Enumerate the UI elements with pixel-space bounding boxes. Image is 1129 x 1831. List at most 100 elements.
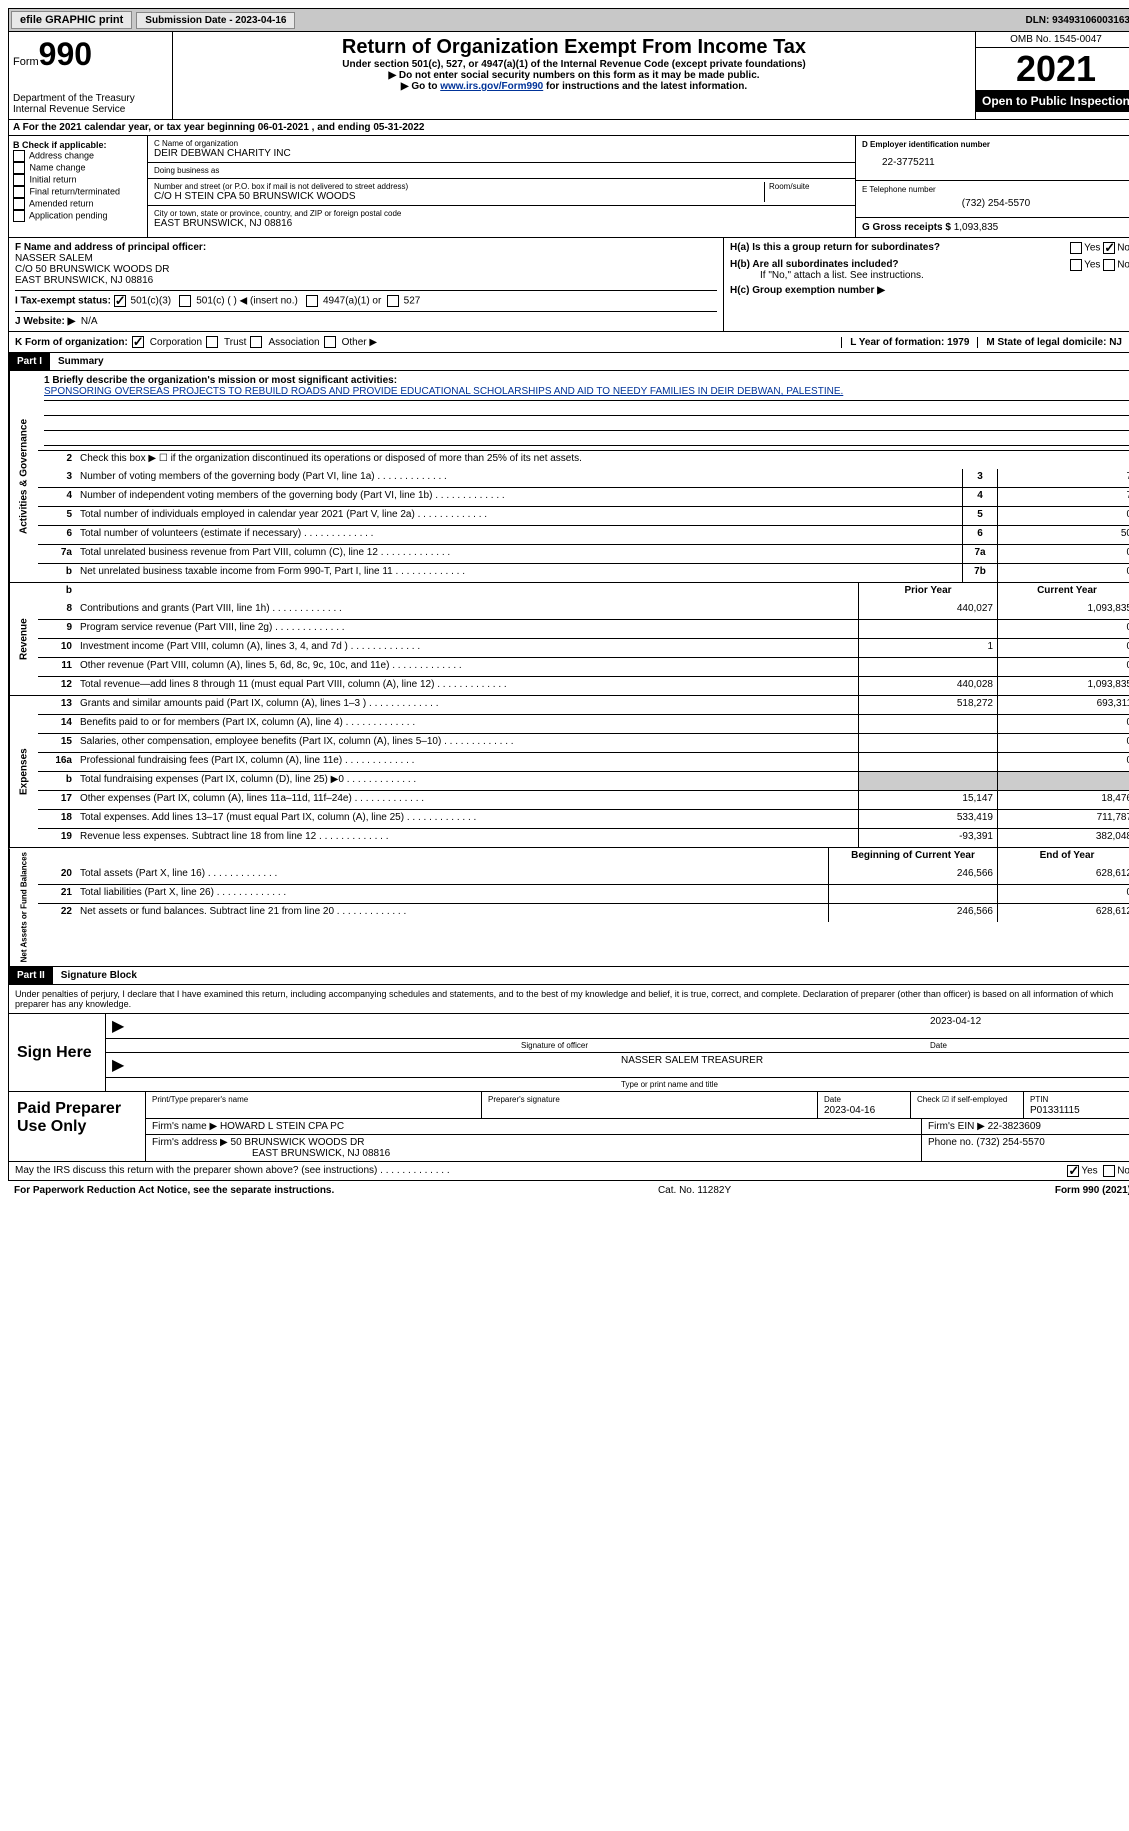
- hb-no[interactable]: [1103, 259, 1115, 271]
- b-checkbox[interactable]: [13, 210, 25, 222]
- website-value: N/A: [81, 316, 98, 327]
- discuss-row: May the IRS discuss this return with the…: [8, 1162, 1129, 1181]
- activities-governance: Activities & Governance 1 Briefly descri…: [8, 371, 1129, 583]
- tax-year: 2021: [976, 48, 1129, 90]
- side-label-rev: Revenue: [9, 583, 38, 695]
- b-checkbox[interactable]: [13, 150, 25, 162]
- sig-arrow-icon: ▶: [112, 1016, 521, 1036]
- net-assets-section: Net Assets or Fund Balances Beginning of…: [8, 848, 1129, 967]
- org-name: DEIR DEBWAN CHARITY INC: [154, 148, 849, 159]
- section-bcd: B Check if applicable: Address change Na…: [8, 136, 1129, 238]
- firm-phone: (732) 254-5570: [976, 1137, 1044, 1148]
- ha-no[interactable]: [1103, 242, 1115, 254]
- k-corp[interactable]: [132, 336, 144, 348]
- j-label: J Website: ▶: [15, 316, 75, 327]
- mission-label: 1 Briefly describe the organization's mi…: [44, 375, 397, 386]
- sig-date: 2023-04-12: [930, 1016, 1129, 1036]
- section-fh: F Name and address of principal officer:…: [8, 238, 1129, 332]
- expenses-section: Expenses 13Grants and similar amounts pa…: [8, 696, 1129, 848]
- part-2-tag: Part II: [9, 967, 53, 984]
- form-subtitle-1: Under section 501(c), 527, or 4947(a)(1)…: [177, 59, 971, 70]
- ein-value: 22-3775211: [862, 149, 1129, 176]
- signature-block: Under penalties of perjury, I declare th…: [8, 985, 1129, 1092]
- tel-value: (732) 254-5570: [862, 194, 1129, 213]
- discuss-text: May the IRS discuss this return with the…: [15, 1165, 450, 1177]
- line-2: Check this box ▶ ☐ if the organization d…: [76, 451, 1129, 469]
- k-assoc[interactable]: [250, 336, 262, 348]
- b-checkbox[interactable]: [13, 174, 25, 186]
- gross-label: G Gross receipts $: [862, 222, 951, 233]
- city-value: EAST BRUNSWICK, NJ 08816: [154, 218, 849, 229]
- part-1-tag: Part I: [9, 353, 50, 370]
- cat-no: Cat. No. 11282Y: [658, 1185, 731, 1196]
- hb-note: If "No," attach a list. See instructions…: [730, 270, 1129, 281]
- paid-preparer-label: Paid Preparer Use Only: [9, 1092, 146, 1161]
- firm-ein: 22-3823609: [988, 1121, 1041, 1132]
- 501c3-checkbox[interactable]: [114, 295, 126, 307]
- revenue-row: 11Other revenue (Part VIII, column (A), …: [38, 657, 1129, 676]
- ha-label: H(a) Is this a group return for subordin…: [730, 242, 940, 253]
- form-label: Form: [13, 56, 39, 68]
- prior-year-header: Prior Year: [858, 583, 997, 601]
- m-state: M State of legal domicile: NJ: [977, 337, 1129, 348]
- discuss-yes[interactable]: [1067, 1165, 1079, 1177]
- beg-year-header: Beginning of Current Year: [828, 848, 997, 866]
- expense-row: 18Total expenses. Add lines 13–17 (must …: [38, 809, 1129, 828]
- sig-date-label: Date: [930, 1041, 1129, 1050]
- revenue-row: 9Program service revenue (Part VIII, lin…: [38, 619, 1129, 638]
- omb-number: OMB No. 1545-0047: [976, 32, 1129, 48]
- form-subtitle-3: ▶ Go to www.irs.gov/Form990 for instruct…: [177, 81, 971, 92]
- dln: DLN: 93493106003163: [1025, 15, 1129, 26]
- top-bar: efile GRAPHIC print Submission Date - 20…: [8, 8, 1129, 32]
- officer-addr1: C/O 50 BRUNSWICK WOODS DR: [15, 264, 169, 275]
- submission-date: Submission Date - 2023-04-16: [136, 12, 295, 29]
- k-trust[interactable]: [206, 336, 218, 348]
- ha-yes[interactable]: [1070, 242, 1082, 254]
- dept-treasury: Department of the Treasury Internal Reve…: [13, 93, 168, 115]
- 527-checkbox[interactable]: [387, 295, 399, 307]
- part-2-header: Part II Signature Block: [8, 967, 1129, 985]
- net-row: 22Net assets or fund balances. Subtract …: [38, 903, 1129, 922]
- side-label-gov: Activities & Governance: [9, 371, 38, 582]
- firm-name: HOWARD L STEIN CPA PC: [220, 1121, 344, 1132]
- irs-link[interactable]: www.irs.gov/Form990: [440, 81, 543, 92]
- expense-row: 16aProfessional fundraising fees (Part I…: [38, 752, 1129, 771]
- form-title: Return of Organization Exempt From Incom…: [177, 36, 971, 59]
- efile-print-button[interactable]: efile GRAPHIC print: [11, 11, 132, 29]
- declaration-text: Under penalties of perjury, I declare th…: [9, 985, 1129, 1013]
- summary-row: 5Total number of individuals employed in…: [38, 506, 1129, 525]
- hb-yes[interactable]: [1070, 259, 1082, 271]
- officer-name: NASSER SALEM: [15, 253, 93, 264]
- b-checkbox[interactable]: [13, 162, 25, 174]
- discuss-no[interactable]: [1103, 1165, 1115, 1177]
- hb-label: H(b) Are all subordinates included?: [730, 259, 899, 270]
- current-year-header: Current Year: [997, 583, 1129, 601]
- summary-row: bNet unrelated business taxable income f…: [38, 563, 1129, 582]
- street-value: C/O H STEIN CPA 50 BRUNSWICK WOODS: [154, 191, 760, 202]
- 501c-checkbox[interactable]: [179, 295, 191, 307]
- officer-name-title: NASSER SALEM TREASURER: [621, 1055, 1129, 1075]
- side-label-exp: Expenses: [9, 696, 38, 847]
- officer-addr2: EAST BRUNSWICK, NJ 08816: [15, 275, 153, 286]
- firm-addr1: 50 BRUNSWICK WOODS DR: [231, 1137, 365, 1148]
- k-other[interactable]: [324, 336, 336, 348]
- row-k: K Form of organization: Corporation Trus…: [8, 332, 1129, 353]
- sig-officer-label: Signature of officer: [521, 1041, 930, 1050]
- net-row: 21Total liabilities (Part X, line 26)0: [38, 884, 1129, 903]
- 4947-checkbox[interactable]: [306, 295, 318, 307]
- open-to-public: Open to Public Inspection: [976, 90, 1129, 112]
- form-ref: Form 990 (2021): [1055, 1185, 1129, 1196]
- row-a: A For the 2021 calendar year, or tax yea…: [8, 120, 1129, 136]
- paid-preparer-block: Paid Preparer Use Only Print/Type prepar…: [8, 1092, 1129, 1162]
- gross-value: 1,093,835: [954, 222, 999, 233]
- b-checkbox[interactable]: [13, 186, 25, 198]
- revenue-row: 8Contributions and grants (Part VIII, li…: [38, 601, 1129, 619]
- f-label: F Name and address of principal officer:: [15, 242, 206, 253]
- expense-row: 13Grants and similar amounts paid (Part …: [38, 696, 1129, 714]
- summary-row: 7aTotal unrelated business revenue from …: [38, 544, 1129, 563]
- form-number: 990: [39, 36, 92, 73]
- sign-here-label: Sign Here: [9, 1014, 106, 1091]
- street-label: Number and street (or P.O. box if mail i…: [154, 182, 760, 191]
- expense-row: 17Other expenses (Part IX, column (A), l…: [38, 790, 1129, 809]
- b-checkbox[interactable]: [13, 198, 25, 210]
